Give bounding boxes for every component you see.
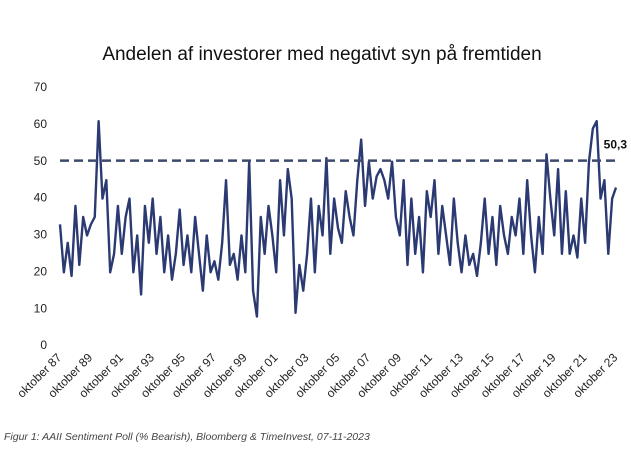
y-tick-label: 10 bbox=[34, 301, 48, 315]
y-tick-label: 0 bbox=[40, 338, 47, 352]
footnote: Figur 1: AAII Sentiment Poll (% Bearish)… bbox=[4, 431, 370, 443]
y-tick-label: 20 bbox=[34, 264, 48, 278]
series-line bbox=[58, 119, 618, 318]
y-tick-label: 60 bbox=[34, 117, 48, 131]
reference-label: 50,3 bbox=[604, 138, 628, 152]
y-tick-label: 40 bbox=[34, 191, 48, 205]
y-tick-label: 70 bbox=[34, 80, 48, 94]
y-tick-label: 30 bbox=[34, 228, 48, 242]
chart-title: Andelen af investorer med negativt syn p… bbox=[102, 44, 541, 65]
y-tick-label: 50 bbox=[34, 154, 48, 168]
